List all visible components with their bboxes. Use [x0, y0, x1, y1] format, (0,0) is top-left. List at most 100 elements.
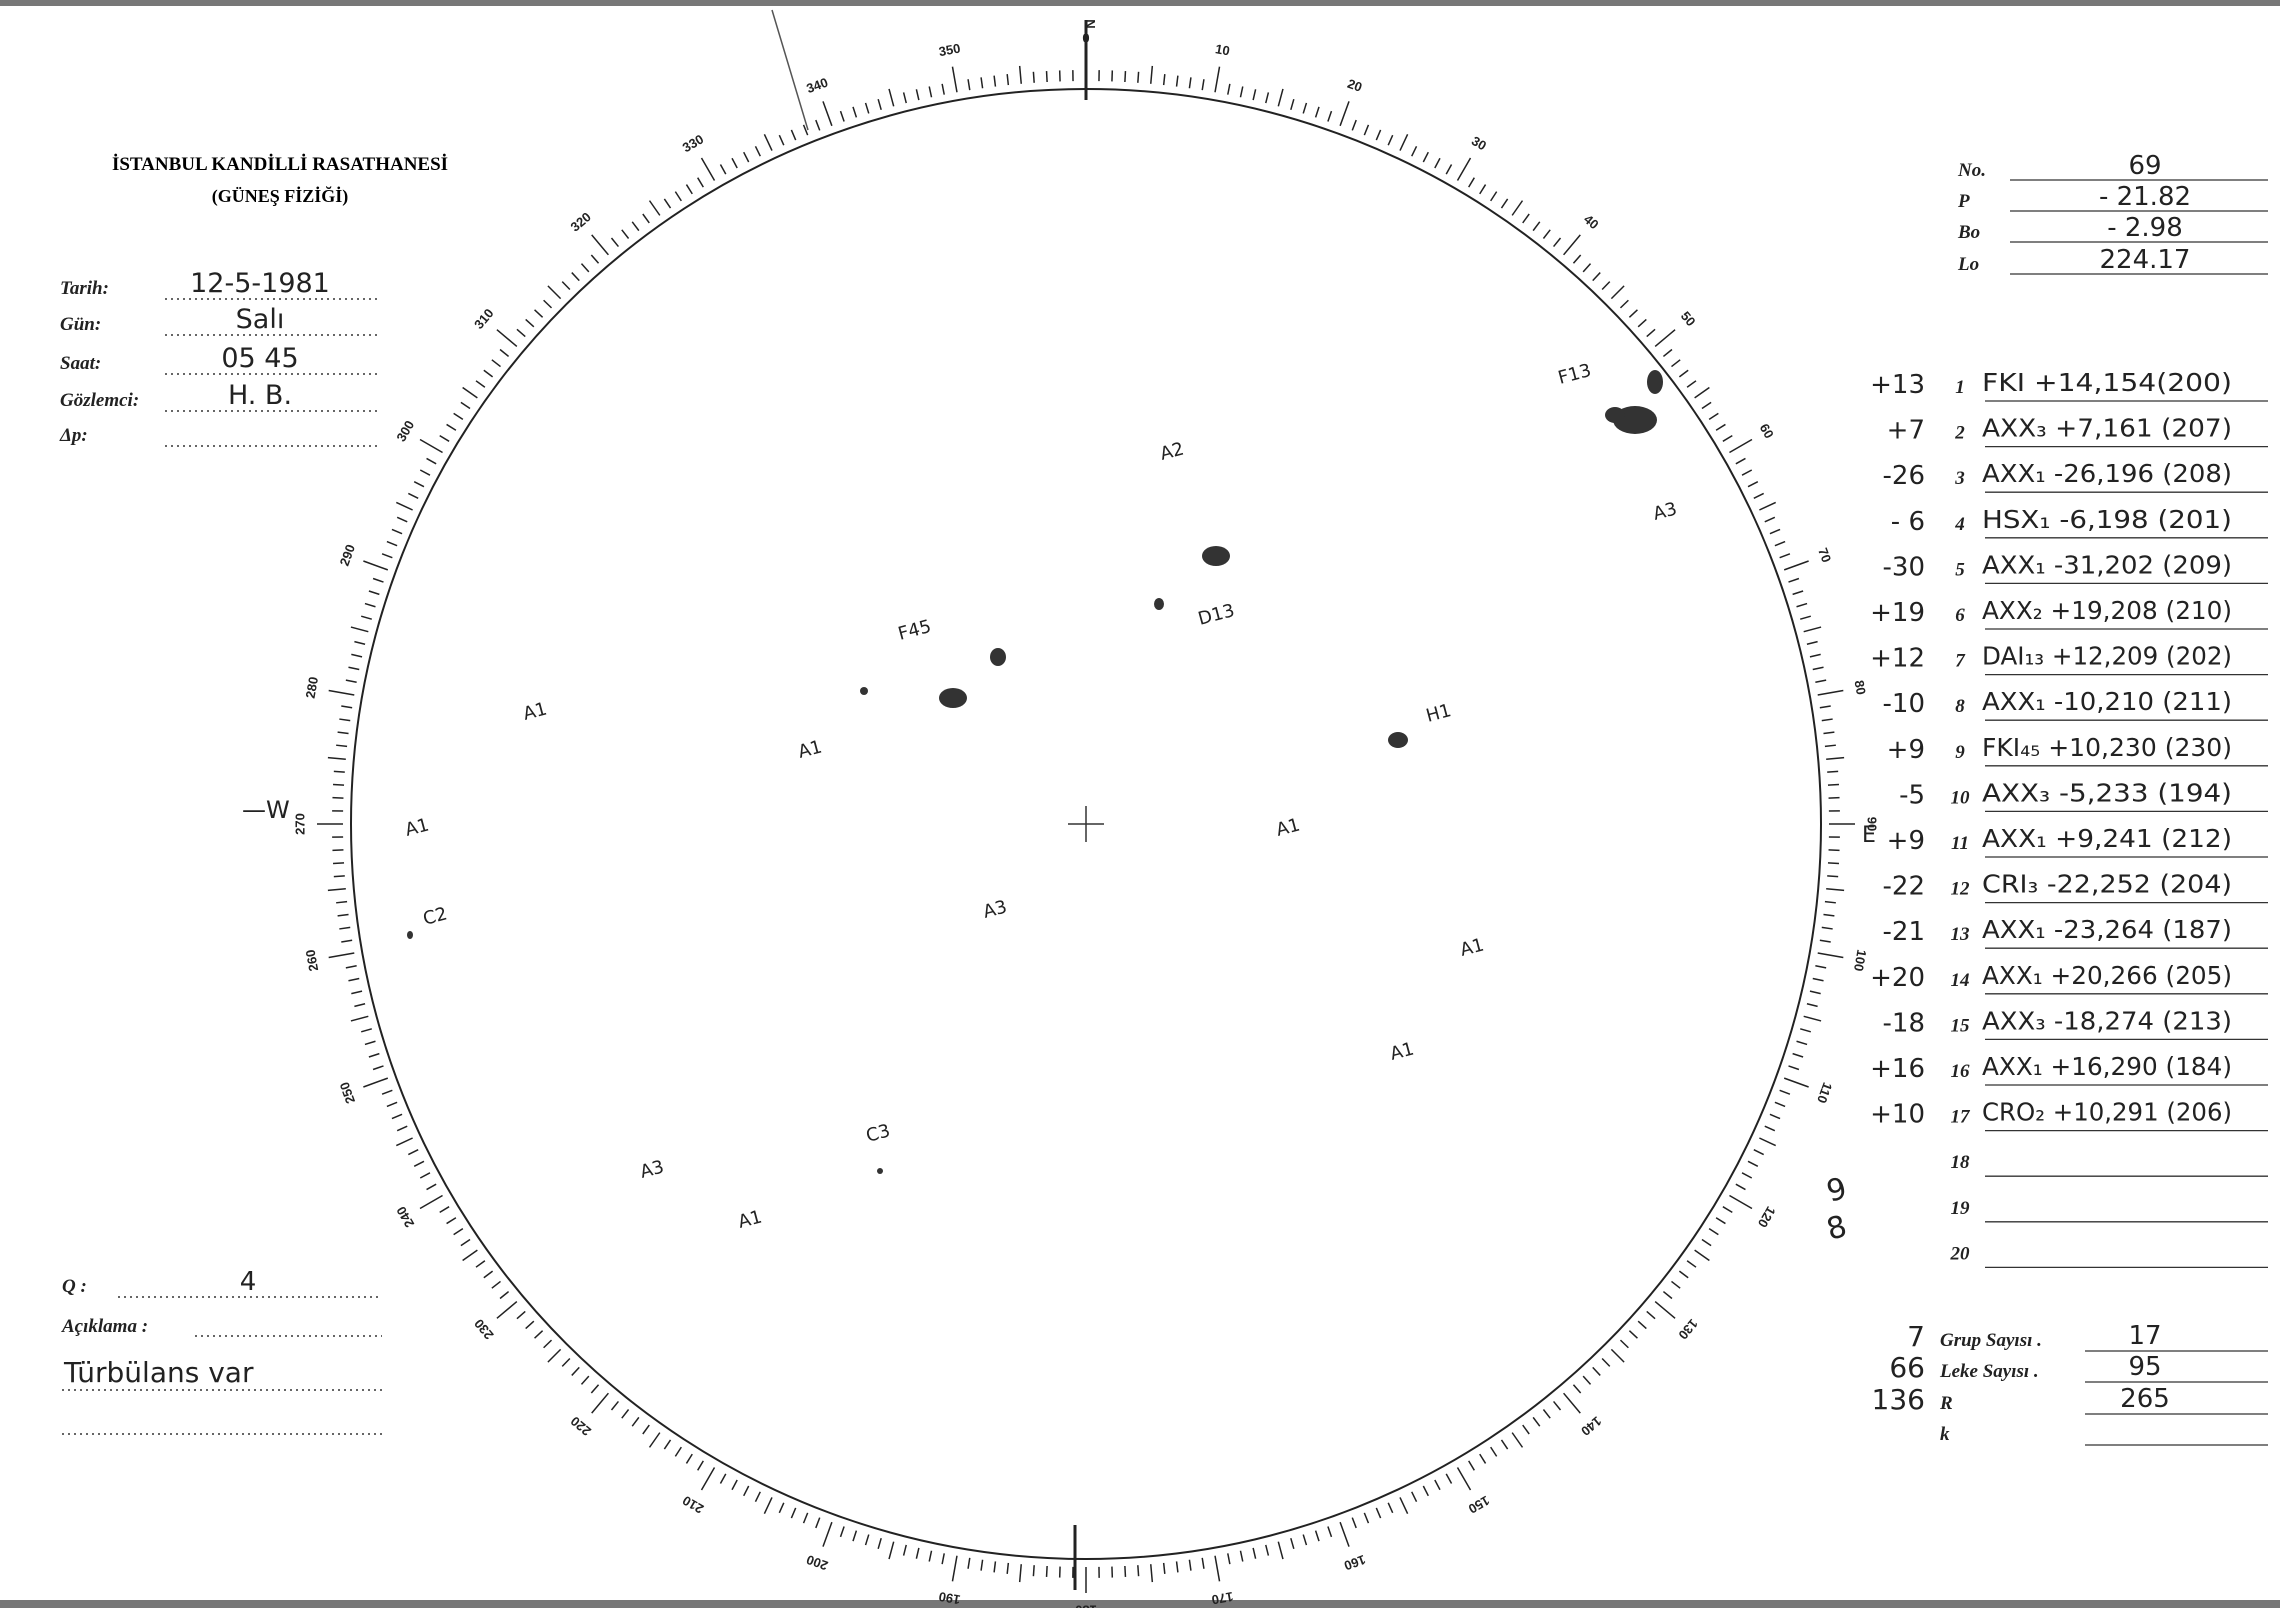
degree-tick [864, 102, 870, 114]
group-number: 1 [1955, 377, 1965, 398]
field-label: Saat: [60, 353, 101, 374]
degree-tick [1239, 86, 1244, 98]
degree-tick [590, 254, 600, 264]
degree-tick [1722, 1206, 1733, 1213]
degree-tick [407, 1149, 419, 1156]
degree-tick [1819, 939, 1831, 943]
degree-tick [1678, 1270, 1689, 1279]
degree-tick [1227, 83, 1231, 95]
degree-tick [327, 756, 346, 760]
degree-tick [1239, 1550, 1244, 1562]
degree-tick [928, 86, 933, 98]
degree-tick [1823, 913, 1835, 917]
degree-tick [339, 926, 351, 930]
degree-tick [413, 1160, 425, 1167]
degree-tick [1800, 615, 1811, 620]
degree-tick [1654, 329, 1676, 347]
degree-tick [1796, 602, 1808, 608]
summary-note: 136 [1872, 1383, 1925, 1416]
degree-tick [1747, 481, 1759, 488]
param-value: - 2.98 [2107, 213, 2183, 243]
degree-tick [1637, 1320, 1647, 1330]
group-entry: AXX₂ +19,208 (210) [1982, 596, 2232, 625]
degree-tick [1788, 1065, 1800, 1071]
degree-tick [754, 145, 761, 157]
degree-tick [1796, 1040, 1808, 1046]
north-label: N [1083, 19, 1098, 28]
degree-tick [460, 401, 471, 410]
degree-tick [1803, 626, 1822, 633]
degree-tick [368, 1052, 380, 1058]
field-value: 05 45 [221, 343, 298, 374]
degree-tick [345, 679, 357, 683]
degree-tick [852, 106, 858, 118]
degree-tick [1162, 74, 1166, 86]
degree-label: 270 [292, 813, 307, 835]
degree-tick [1821, 718, 1833, 722]
institution-subtitle: (GÜNEŞ FİZİĞİ) [212, 185, 349, 207]
summary-value: 265 [2120, 1384, 2170, 1414]
degree-tick [1511, 1432, 1524, 1448]
group-number: 6 [1955, 605, 1965, 626]
degree-tick [426, 1183, 437, 1191]
degree-tick [1827, 783, 1840, 786]
degree-tick [1124, 1565, 1127, 1578]
degree-tick [1708, 1228, 1719, 1236]
degree-tick [967, 79, 971, 91]
group-entry: AXX₁ -26,196 (208) [1982, 459, 2232, 488]
degree-tick [1619, 1339, 1629, 1349]
degree-tick [590, 1384, 600, 1394]
group-entry: AXX₁ -31,202 (209) [1982, 550, 2232, 579]
degree-tick [364, 602, 376, 608]
group-number: 14 [1951, 970, 1970, 991]
degree-tick [491, 1280, 501, 1289]
degree-label: 170 [1211, 1589, 1235, 1608]
degree-label: 60 [1757, 421, 1777, 441]
scan-edge [0, 0, 2280, 6]
degree-tick [386, 540, 398, 547]
degree-tick [822, 101, 833, 127]
degree-tick [341, 705, 353, 709]
degree-tick [475, 1260, 486, 1268]
degree-tick [1715, 423, 1726, 431]
degree-tick [877, 1538, 882, 1549]
degree-tick [815, 1517, 821, 1529]
degree-tick [483, 369, 494, 378]
group-number: 7 [1955, 651, 1966, 672]
degree-label: 20 [1345, 76, 1364, 95]
degree-tick [1729, 1194, 1753, 1210]
degree-tick [1812, 977, 1824, 982]
degree-tick [372, 1065, 384, 1071]
degree-tick [1252, 1547, 1257, 1559]
degree-tick [993, 1561, 997, 1573]
degree-tick [731, 1479, 738, 1491]
degree-tick [1769, 528, 1781, 535]
group-note: +20 [1870, 963, 1925, 993]
degree-tick [1735, 457, 1746, 465]
degree-tick [648, 1432, 661, 1448]
group-note: -30 [1883, 552, 1925, 582]
degree-tick [674, 191, 682, 202]
degree-tick [341, 939, 353, 943]
degree-tick [336, 744, 348, 748]
degree-tick [1162, 1562, 1166, 1574]
degree-tick [1747, 1160, 1759, 1167]
degree-label: 250 [337, 1080, 359, 1106]
degree-label: 260 [303, 949, 322, 973]
degree-tick [1214, 1555, 1221, 1582]
group-entry: AXX₃ -18,274 (213) [1982, 1006, 2232, 1035]
degree-tick [1214, 66, 1221, 93]
q-value: 4 [240, 1267, 257, 1297]
degree-tick [1671, 359, 1681, 368]
group-note: +7 [1887, 416, 1925, 446]
group-entry: CRO₂ +10,291 (206) [1982, 1098, 2232, 1127]
degree-tick [439, 1206, 450, 1213]
degree-label: 280 [303, 676, 322, 700]
degree-tick [864, 1534, 870, 1546]
degree-tick [426, 457, 437, 465]
degree-tick [350, 626, 369, 633]
degree-tick [1532, 221, 1541, 232]
degree-tick [1792, 1052, 1804, 1058]
degree-tick [348, 977, 360, 982]
degree-tick [1806, 1003, 1818, 1008]
